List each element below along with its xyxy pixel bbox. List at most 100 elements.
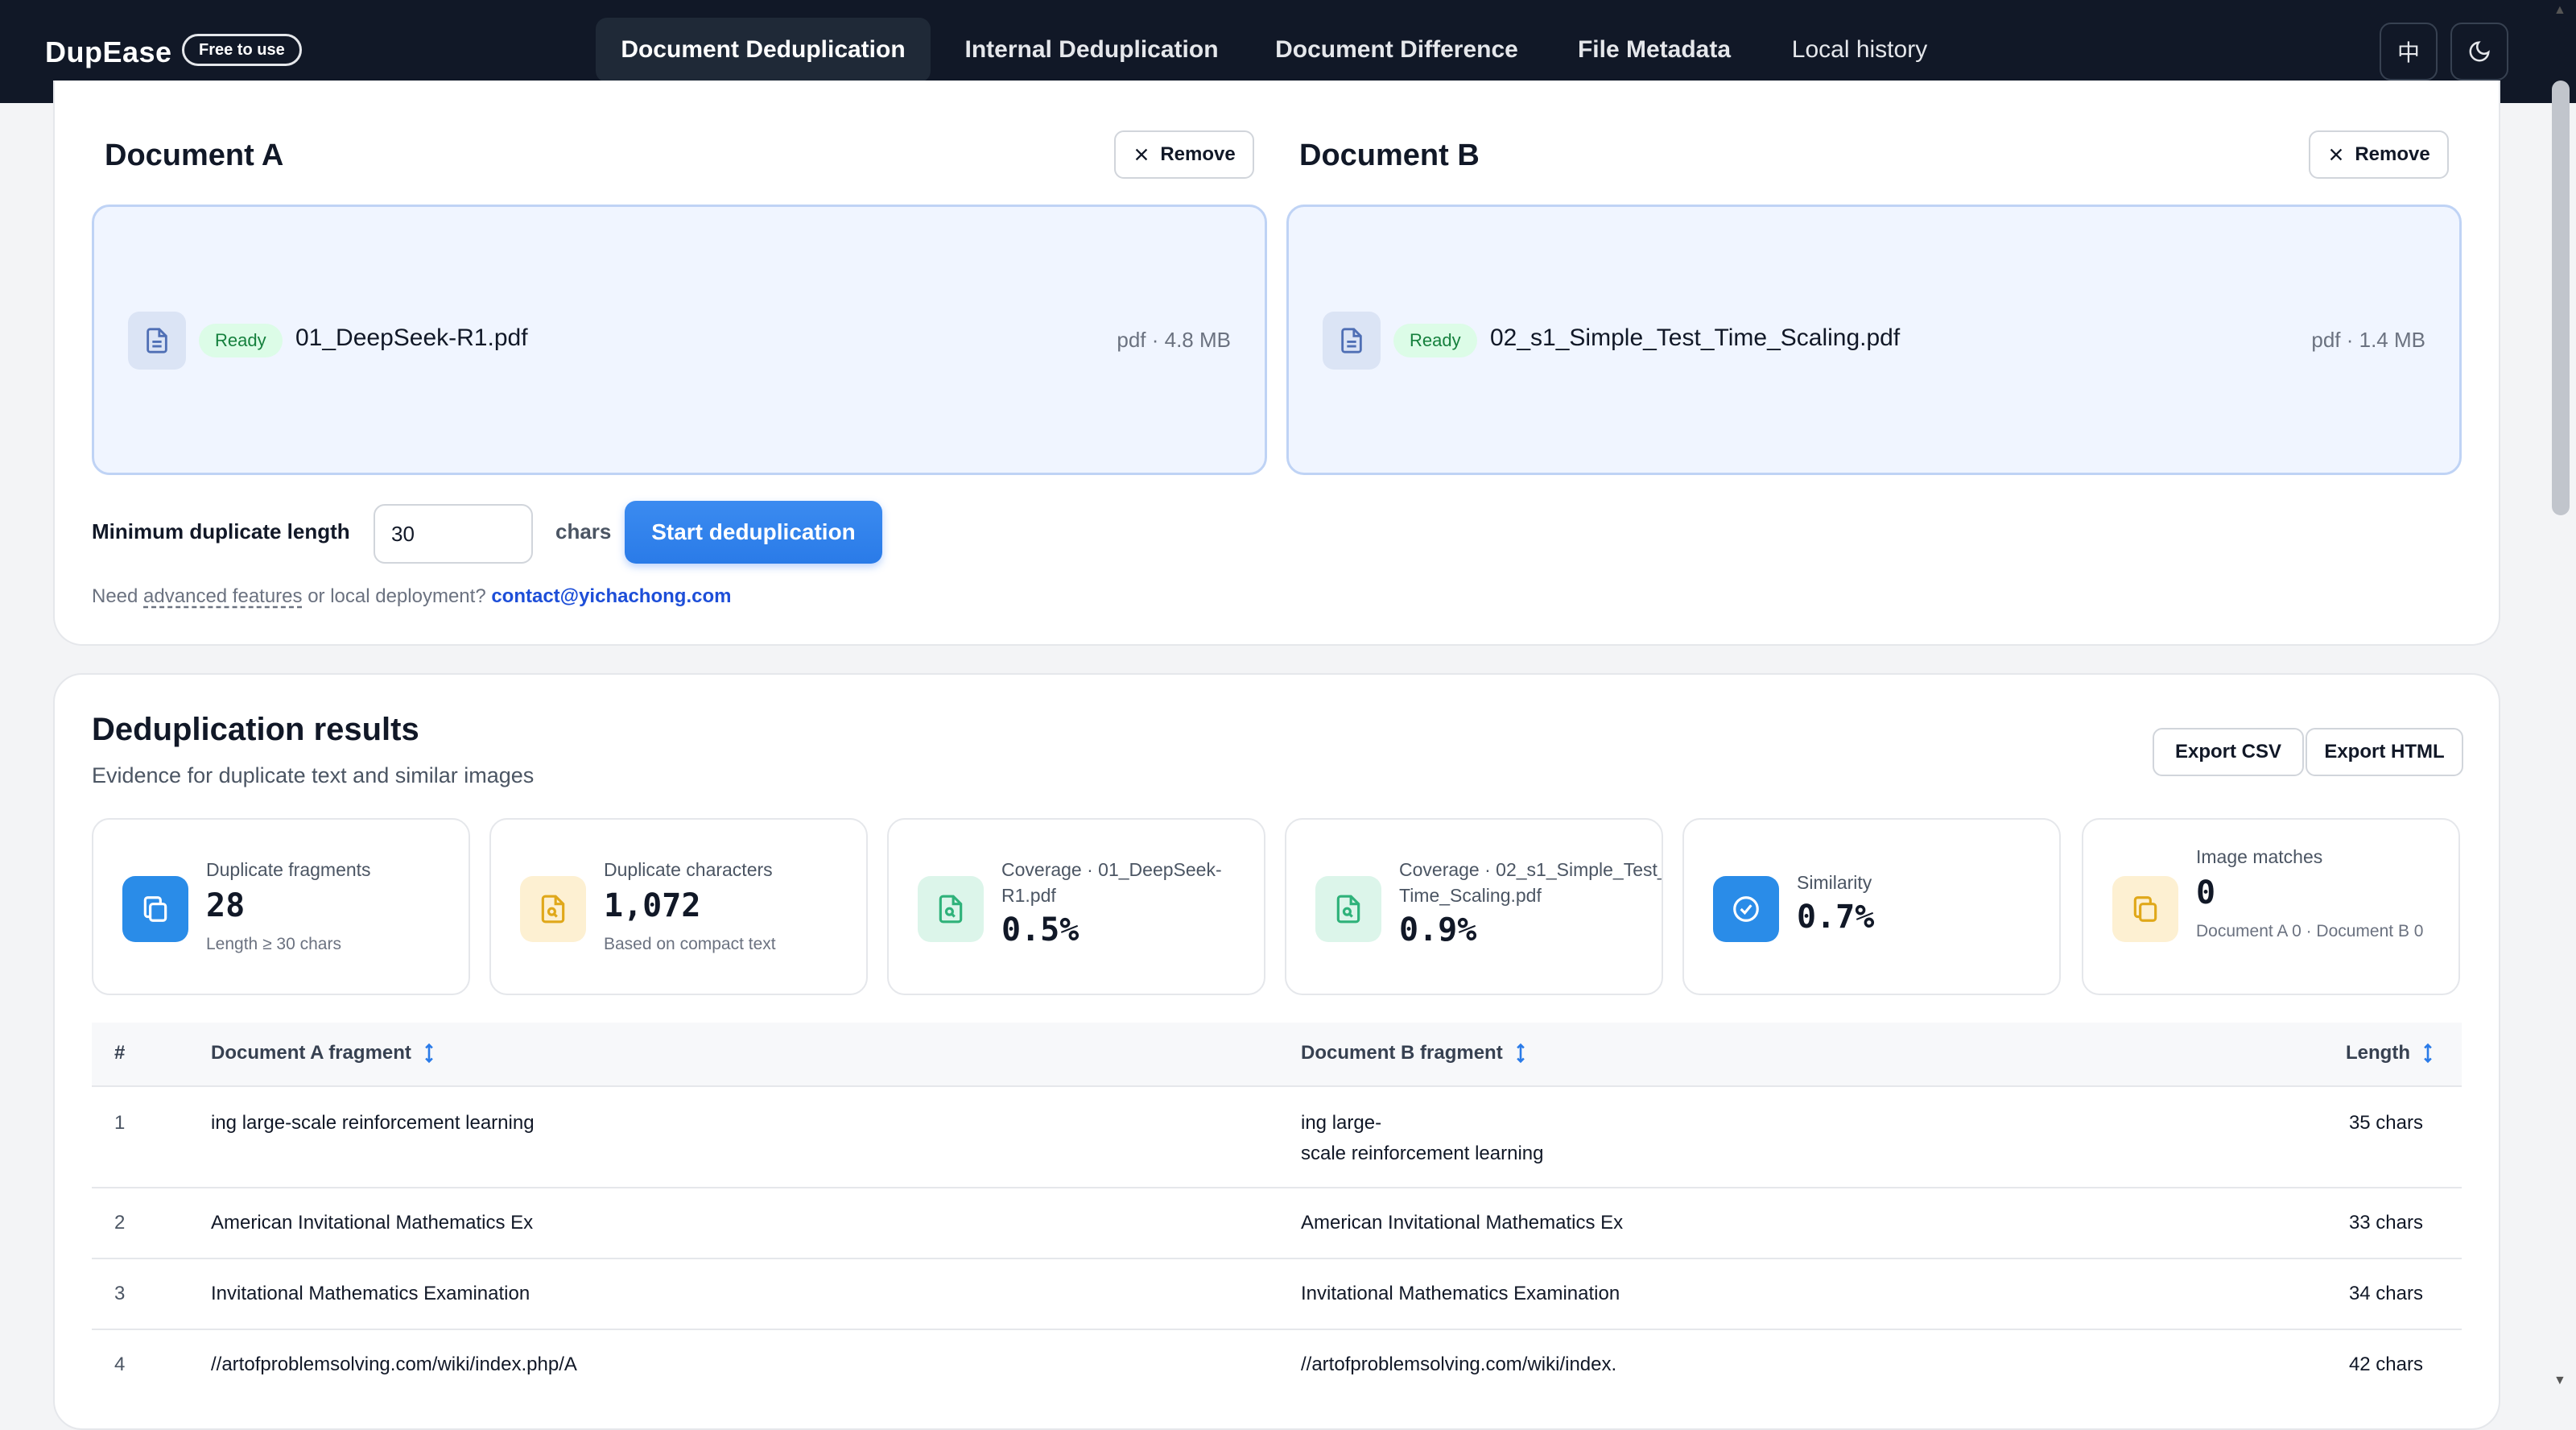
col-document-b[interactable]: Document B fragment	[1301, 1042, 1527, 1064]
stat-label: Duplicate fragments	[206, 859, 371, 880]
tab-file-metadata[interactable]: File Metadata	[1577, 36, 1732, 63]
fragment-b-line1: //artofproblemsolving.com/wiki/index.	[1301, 1354, 1617, 1375]
copy-icon	[2112, 876, 2178, 942]
stat-coverage-b: Coverage · 02_s1_Simple_Test_Time_Scalin…	[1285, 818, 1663, 995]
copy-icon	[122, 876, 188, 942]
file-icon	[128, 312, 186, 370]
table-row: 1 ing large-scale reinforcement learning…	[92, 1087, 2462, 1188]
tab-document-difference[interactable]: Document Difference	[1275, 36, 1518, 63]
fragment-b-line1: ing large-	[1301, 1112, 1382, 1134]
table-row: 4 //artofproblemsolving.com/wiki/index.p…	[92, 1330, 2462, 1393]
fragment-length: 35 chars	[2348, 1112, 2423, 1134]
start-deduplication-button[interactable]: Start deduplication	[625, 501, 882, 564]
contact-email-link[interactable]: contact@yichachong.com	[491, 585, 732, 607]
col-label: Length	[2346, 1042, 2410, 1064]
stat-value: 0.7%	[1797, 899, 1875, 936]
fragment-length: 42 chars	[2348, 1354, 2423, 1375]
fragment-b-line1: American Invitational Mathematics Ex	[1301, 1212, 1624, 1234]
stat-duplicate-fragments: Duplicate fragments 28 Length ≥ 30 chars	[92, 818, 470, 995]
advanced-features-link[interactable]: advanced features	[143, 585, 303, 607]
help-text: Need advanced features or local deployme…	[92, 585, 731, 608]
stat-label: Coverage · 01_DeepSeek-R1.pdf	[1001, 859, 1222, 906]
stat-value: 0	[2196, 874, 2216, 911]
file-search-icon	[918, 876, 984, 942]
tab-local-history[interactable]: Local history	[1791, 36, 1928, 63]
status-badge: Ready	[1393, 324, 1477, 358]
page-scrollbar-thumb[interactable]	[2552, 81, 2570, 515]
col-document-a[interactable]: Document A fragment	[211, 1042, 436, 1064]
language-toggle-button[interactable]: 中	[2380, 23, 2438, 81]
stat-value: 28	[206, 887, 246, 924]
free-badge: Free to use	[182, 34, 302, 66]
fragment-length: 34 chars	[2348, 1283, 2423, 1304]
document-a-filename: 01_DeepSeek-R1.pdf	[295, 324, 528, 351]
table-row: 3 Invitational Mathematics Examination I…	[92, 1259, 2462, 1330]
document-a-meta: pdf · 4.8 MB	[1117, 328, 1231, 352]
col-index: #	[114, 1042, 126, 1064]
results-table-header: # Document A fragment Document B fragmen…	[92, 1023, 2462, 1087]
remove-label: Remove	[2355, 143, 2430, 165]
row-index: 4	[114, 1354, 126, 1375]
remove-label: Remove	[1160, 143, 1236, 165]
row-index: 3	[114, 1283, 126, 1304]
document-a-dropzone[interactable]: Ready 01_DeepSeek-R1.pdf pdf · 4.8 MB	[92, 205, 1267, 475]
stat-note: Document A 0 · Document B 0	[2196, 922, 2424, 940]
stat-value: 0.5%	[1001, 911, 1080, 949]
stat-label: Similarity	[1797, 872, 1872, 893]
fragment-b-line2: scale reinforcement learning	[1301, 1143, 1544, 1164]
stat-label: Duplicate characters	[604, 859, 773, 880]
stat-note: Length ≥ 30 chars	[206, 935, 341, 953]
stat-label: Image matches	[2196, 846, 2323, 867]
remove-document-a-button[interactable]: Remove	[1114, 130, 1254, 179]
col-length[interactable]: Length	[2346, 1042, 2434, 1064]
stat-duplicate-characters: Duplicate characters 1,072 Based on comp…	[489, 818, 868, 995]
remove-document-b-button[interactable]: Remove	[2309, 130, 2449, 179]
fragment-a: Invitational Mathematics Examination	[211, 1283, 530, 1304]
stat-image-matches: Image matches 0 Document A 0 · Document …	[2082, 818, 2460, 995]
tab-internal-deduplication[interactable]: Internal Deduplication	[964, 36, 1219, 63]
scroll-down-arrow[interactable]: ▼	[2553, 1374, 2566, 1387]
scroll-up-arrow[interactable]: ▲	[2553, 3, 2566, 17]
close-icon	[1136, 148, 1148, 161]
sort-icon[interactable]	[423, 1043, 436, 1064]
chars-unit-label: chars	[555, 519, 612, 543]
export-csv-button[interactable]: Export CSV	[2153, 728, 2304, 776]
document-a-title: Document A	[105, 138, 284, 172]
moon-icon	[2469, 41, 2490, 62]
export-html-button[interactable]: Export HTML	[2306, 728, 2463, 776]
check-circle-icon	[1713, 876, 1779, 942]
file-icon	[1323, 312, 1381, 370]
row-index: 1	[114, 1112, 126, 1134]
document-b-meta: pdf · 1.4 MB	[2311, 328, 2425, 352]
help-middle: or local deployment?	[302, 585, 492, 607]
brand-logo[interactable]: DupEase	[45, 35, 172, 68]
fragment-a: //artofproblemsolving.com/wiki/index.php…	[211, 1354, 577, 1375]
theme-toggle-button[interactable]	[2450, 23, 2508, 81]
stat-note: Based on compact text	[604, 935, 776, 953]
results-subtitle: Evidence for duplicate text and similar …	[92, 763, 535, 787]
stat-similarity: Similarity 0.7%	[1682, 818, 2061, 995]
fragment-a: American Invitational Mathematics Ex	[211, 1212, 534, 1234]
document-b-dropzone[interactable]: Ready 02_s1_Simple_Test_Time_Scaling.pdf…	[1286, 205, 2462, 475]
results-title: Deduplication results	[92, 712, 419, 747]
help-prefix: Need	[92, 585, 144, 607]
col-label: Document A fragment	[211, 1042, 411, 1064]
fragment-a: ing large-scale reinforcement learning	[211, 1112, 535, 1134]
file-search-icon	[1315, 876, 1381, 942]
col-label: Document B fragment	[1301, 1042, 1503, 1064]
language-label: 中	[2396, 40, 2420, 65]
sort-icon[interactable]	[1514, 1043, 1527, 1064]
stat-label: Coverage · 02_s1_Simple_Test_Time_Scalin…	[1399, 859, 1663, 906]
min-length-label: Minimum duplicate length	[92, 519, 350, 543]
stat-value: 0.9%	[1399, 911, 1477, 949]
document-b-title: Document B	[1299, 138, 1480, 172]
document-b-filename: 02_s1_Simple_Test_Time_Scaling.pdf	[1490, 324, 1901, 351]
table-row: 2 American Invitational Mathematics Ex A…	[92, 1188, 2462, 1259]
status-badge: Ready	[199, 324, 283, 358]
sort-icon[interactable]	[2421, 1043, 2434, 1064]
tab-document-deduplication[interactable]: Document Deduplication	[596, 18, 931, 82]
row-index: 2	[114, 1212, 126, 1234]
fragment-length: 33 chars	[2348, 1212, 2423, 1234]
close-icon	[2330, 148, 2343, 161]
min-length-input[interactable]: 30	[374, 504, 533, 564]
